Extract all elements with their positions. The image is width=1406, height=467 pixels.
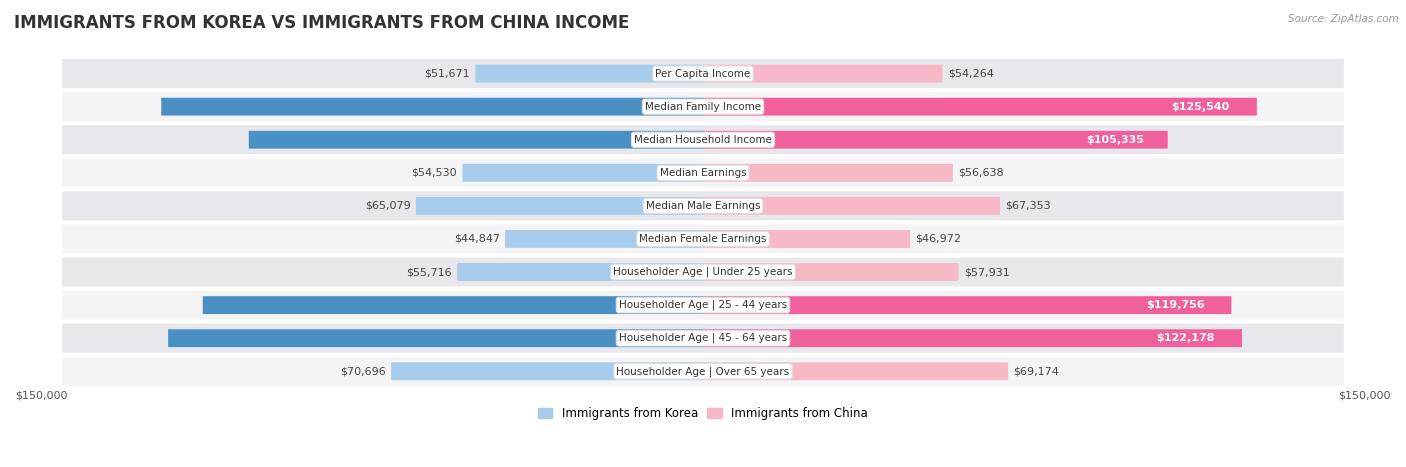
Text: Median Earnings: Median Earnings (659, 168, 747, 178)
FancyBboxPatch shape (475, 64, 703, 83)
Text: Median Household Income: Median Household Income (634, 134, 772, 145)
Text: $69,174: $69,174 (1014, 366, 1059, 376)
FancyBboxPatch shape (60, 323, 1346, 354)
FancyBboxPatch shape (60, 290, 1346, 321)
FancyBboxPatch shape (703, 197, 1000, 215)
FancyBboxPatch shape (703, 131, 1168, 149)
Text: $54,264: $54,264 (948, 69, 994, 78)
FancyBboxPatch shape (703, 230, 910, 248)
FancyBboxPatch shape (60, 256, 1346, 288)
FancyBboxPatch shape (505, 230, 703, 248)
Text: $57,931: $57,931 (965, 267, 1010, 277)
FancyBboxPatch shape (202, 296, 703, 314)
Text: $122,800: $122,800 (676, 102, 734, 112)
Text: $122,178: $122,178 (1157, 333, 1215, 343)
FancyBboxPatch shape (249, 131, 703, 149)
Text: $44,847: $44,847 (454, 234, 501, 244)
FancyBboxPatch shape (703, 164, 953, 182)
FancyBboxPatch shape (463, 164, 703, 182)
Text: $102,962: $102,962 (681, 134, 740, 145)
FancyBboxPatch shape (169, 329, 703, 347)
Text: $65,079: $65,079 (364, 201, 411, 211)
Text: Median Family Income: Median Family Income (645, 102, 761, 112)
Text: $113,401: $113,401 (678, 300, 737, 310)
Text: Householder Age | 25 - 44 years: Householder Age | 25 - 44 years (619, 300, 787, 311)
Text: $119,756: $119,756 (1146, 300, 1205, 310)
Text: $105,335: $105,335 (1087, 134, 1144, 145)
FancyBboxPatch shape (60, 356, 1346, 387)
Text: IMMIGRANTS FROM KOREA VS IMMIGRANTS FROM CHINA INCOME: IMMIGRANTS FROM KOREA VS IMMIGRANTS FROM… (14, 14, 630, 32)
Text: $70,696: $70,696 (340, 366, 385, 376)
FancyBboxPatch shape (60, 91, 1346, 122)
FancyBboxPatch shape (703, 329, 1241, 347)
Text: Median Male Earnings: Median Male Earnings (645, 201, 761, 211)
FancyBboxPatch shape (703, 296, 1232, 314)
Text: $121,243: $121,243 (676, 333, 735, 343)
FancyBboxPatch shape (703, 362, 1008, 380)
Text: Householder Age | Over 65 years: Householder Age | Over 65 years (616, 366, 790, 376)
Text: Householder Age | Under 25 years: Householder Age | Under 25 years (613, 267, 793, 277)
FancyBboxPatch shape (416, 197, 703, 215)
FancyBboxPatch shape (60, 58, 1346, 89)
FancyBboxPatch shape (60, 124, 1346, 155)
Text: Source: ZipAtlas.com: Source: ZipAtlas.com (1288, 14, 1399, 24)
FancyBboxPatch shape (703, 263, 959, 281)
Text: Householder Age | 45 - 64 years: Householder Age | 45 - 64 years (619, 333, 787, 343)
Text: $55,716: $55,716 (406, 267, 451, 277)
Text: $56,638: $56,638 (957, 168, 1004, 178)
FancyBboxPatch shape (703, 64, 942, 83)
FancyBboxPatch shape (391, 362, 703, 380)
Text: $125,540: $125,540 (1171, 102, 1229, 112)
Text: Median Female Earnings: Median Female Earnings (640, 234, 766, 244)
FancyBboxPatch shape (162, 98, 703, 115)
Legend: Immigrants from Korea, Immigrants from China: Immigrants from Korea, Immigrants from C… (533, 403, 873, 425)
FancyBboxPatch shape (457, 263, 703, 281)
Text: $67,353: $67,353 (1005, 201, 1052, 211)
Text: $46,972: $46,972 (915, 234, 962, 244)
FancyBboxPatch shape (703, 98, 1257, 115)
FancyBboxPatch shape (60, 157, 1346, 188)
FancyBboxPatch shape (60, 191, 1346, 221)
Text: Per Capita Income: Per Capita Income (655, 69, 751, 78)
Text: $51,671: $51,671 (425, 69, 470, 78)
FancyBboxPatch shape (60, 223, 1346, 255)
Text: $54,530: $54,530 (412, 168, 457, 178)
